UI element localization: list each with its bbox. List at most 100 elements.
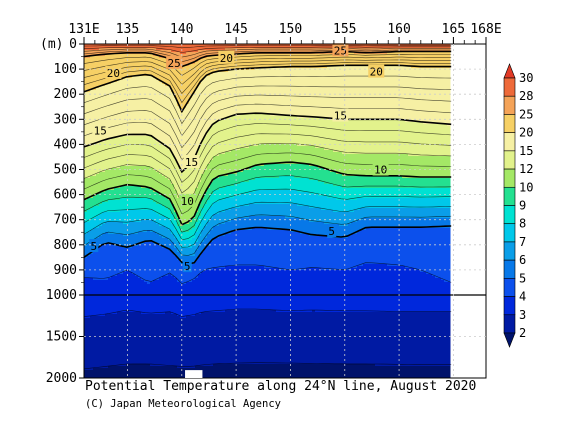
temperature-cell xyxy=(288,190,292,205)
temperature-cell xyxy=(162,216,166,227)
temperature-cell xyxy=(222,200,226,213)
temperature-cell xyxy=(87,278,91,319)
temperature-cell xyxy=(159,366,163,379)
temperature-cell xyxy=(120,222,124,235)
temperature-cell xyxy=(267,204,271,217)
temperature-cell xyxy=(138,76,142,137)
temperature-cell xyxy=(192,228,196,239)
temperature-cell xyxy=(132,198,136,211)
temperature-cell xyxy=(96,316,100,369)
temperature-cell xyxy=(291,218,295,233)
temperature-cell xyxy=(420,178,424,189)
temperature-cell xyxy=(123,44,127,49)
temperature-cell xyxy=(414,188,418,199)
temperature-cell xyxy=(405,198,409,209)
temperature-cell xyxy=(243,230,247,267)
temperature-cell xyxy=(312,118,316,147)
temperature-cell xyxy=(216,50,220,57)
temperature-cell xyxy=(219,44,223,51)
temperature-cell xyxy=(135,364,139,379)
temperature-cell xyxy=(192,264,196,281)
temperature-cell xyxy=(123,186,127,199)
temperature-cell xyxy=(174,98,178,161)
temperature-cell xyxy=(390,366,394,379)
temperature-cell xyxy=(348,154,352,177)
contour-label-group: 20 xyxy=(218,50,235,65)
temperature-cell xyxy=(363,120,367,155)
temperature-cell xyxy=(210,242,214,271)
temperature-cell xyxy=(225,152,229,177)
temperature-cell xyxy=(192,94,196,163)
temperature-cell xyxy=(195,62,199,89)
temperature-cell xyxy=(312,44,316,49)
temperature-cell xyxy=(153,212,157,223)
temperature-cell xyxy=(390,266,394,313)
temperature-cell xyxy=(414,122,418,157)
colorbar-label: 5 xyxy=(519,271,526,285)
temperature-cell xyxy=(108,48,112,55)
temperature-cell xyxy=(99,368,103,379)
temperature-cell xyxy=(159,278,163,315)
temperature-cell xyxy=(129,222,133,235)
temperature-cell xyxy=(324,312,328,365)
temperature-cell xyxy=(309,180,313,195)
temperature-cell xyxy=(162,226,166,239)
y-tick-label: 1500 xyxy=(46,330,77,345)
temperature-cell xyxy=(408,208,412,219)
temperature-cell xyxy=(393,154,397,177)
temperature-cell xyxy=(435,208,439,219)
temperature-cell xyxy=(345,66,349,121)
temperature-cell xyxy=(138,244,142,279)
temperature-cell xyxy=(423,44,427,49)
temperature-cell xyxy=(96,50,100,57)
temperature-cell xyxy=(426,312,430,367)
temperature-cell xyxy=(423,208,427,219)
temperature-cell xyxy=(270,364,274,379)
temperature-cell xyxy=(303,178,307,193)
temperature-cell xyxy=(174,64,178,99)
temperature-cell xyxy=(261,216,265,229)
temperature-cell xyxy=(174,238,178,249)
temperature-cell xyxy=(270,268,274,311)
temperature-cell xyxy=(261,178,265,191)
temperature-cell xyxy=(198,84,202,149)
temperature-cell xyxy=(366,120,370,155)
x-tick-label: 165 xyxy=(442,22,465,37)
colorbar-label: 4 xyxy=(519,290,526,304)
temperature-cell xyxy=(162,84,166,147)
temperature-cell xyxy=(342,154,346,177)
contour-label: 15 xyxy=(94,125,107,138)
temperature-cell xyxy=(369,188,373,199)
temperature-cell xyxy=(180,172,184,205)
temperature-cell xyxy=(93,44,97,51)
temperature-cell xyxy=(384,218,388,229)
temperature-cell xyxy=(282,216,286,231)
temperature-cell xyxy=(399,312,403,367)
temperature-cell xyxy=(234,116,238,151)
colorbar-label: 25 xyxy=(519,107,533,121)
temperature-cell xyxy=(429,218,433,229)
temperature-cell xyxy=(333,270,337,313)
temperature-cell xyxy=(330,198,334,211)
temperature-cell xyxy=(126,364,130,379)
temperature-cell xyxy=(378,44,382,49)
temperature-cell xyxy=(348,52,352,67)
temperature-cell xyxy=(315,68,319,119)
temperature-cell xyxy=(108,244,112,279)
temperature-cell xyxy=(165,148,169,179)
temperature-cell xyxy=(114,222,118,235)
temperature-cell xyxy=(423,124,427,157)
temperature-cell xyxy=(339,152,343,175)
temperature-cell xyxy=(393,266,397,313)
temperature-cell xyxy=(324,48,328,55)
temperature-cell xyxy=(342,188,346,201)
isotherm-thin xyxy=(83,214,452,256)
temperature-cell xyxy=(165,58,169,87)
temperature-cell xyxy=(117,312,121,367)
temperature-cell xyxy=(117,212,121,223)
temperature-cell xyxy=(126,210,130,225)
colorbar-label: 12 xyxy=(519,162,533,176)
temperature-cell xyxy=(174,230,178,239)
temperature-cell xyxy=(198,236,202,247)
temperature-cell xyxy=(153,78,157,141)
